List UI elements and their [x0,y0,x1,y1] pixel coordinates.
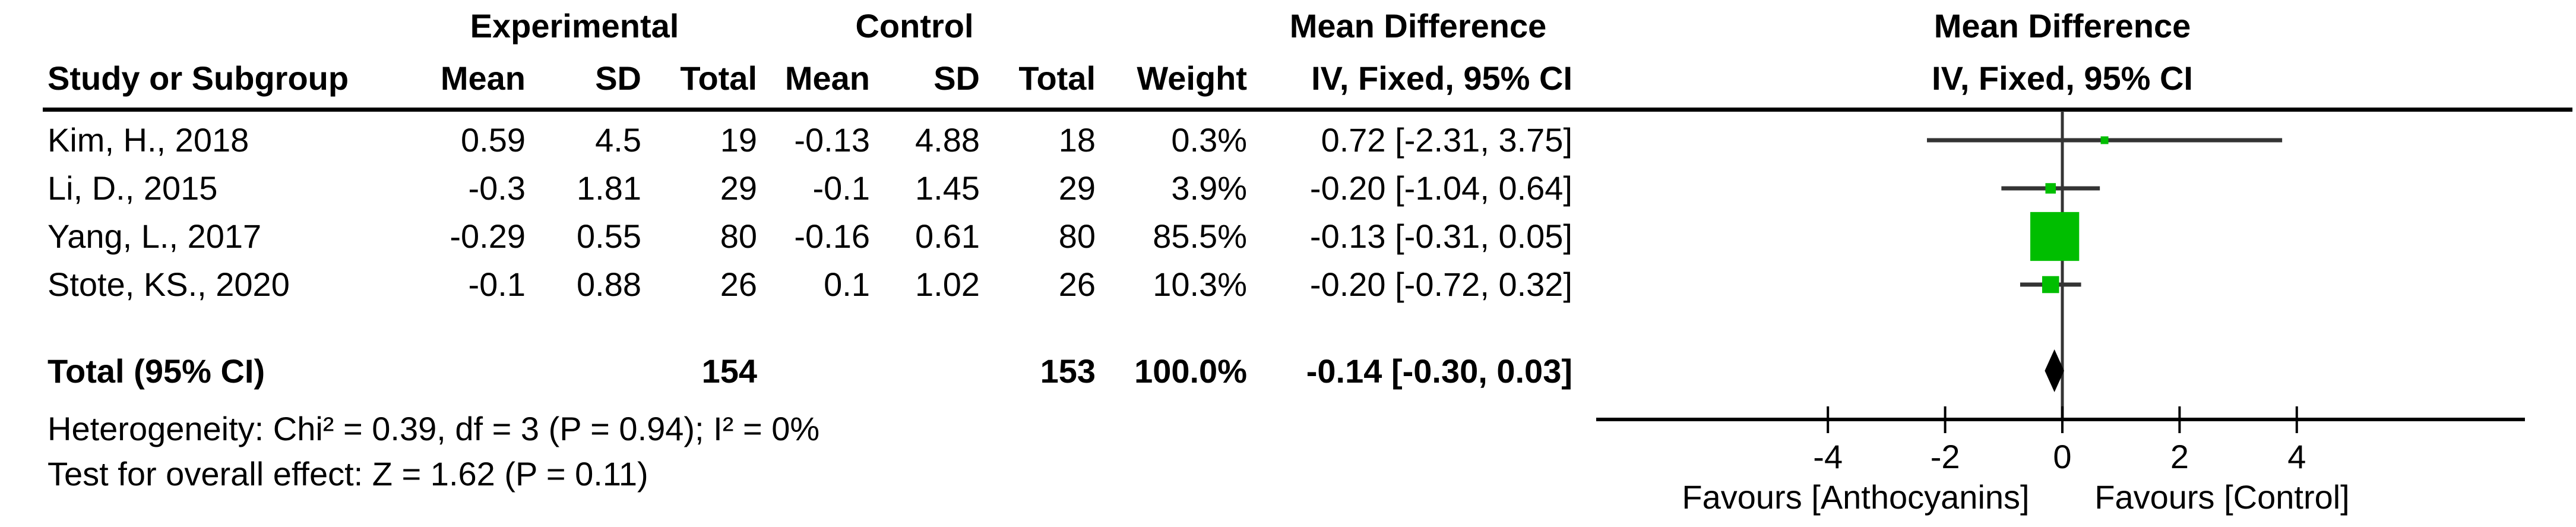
ci-column-header: IV, Fixed, 95% CI [1311,59,1572,97]
x-axis-tick-label: 0 [2053,438,2071,475]
control-total-cell: 18 [1058,121,1096,159]
experimental-total-cell: 29 [720,169,757,207]
experimental-total-cell: 19 [720,121,757,159]
total-label: Total (95% CI) [48,352,265,390]
x-axis-tick-label: -4 [1813,438,1843,475]
weight-cell: 10.3% [1153,266,1247,303]
header-separator-line [43,108,2572,112]
control-mean-header: Mean [784,59,870,97]
favours-right-label: Favours [Control] [2094,478,2350,516]
control-total-cell: 29 [1058,169,1096,207]
total-row: Total (95% CI) 154 153 100.0% -0.14 [-0.… [0,348,1603,395]
experimental-mean-cell: -0.3 [468,169,526,207]
study-name: Kim, H., 2018 [48,121,249,159]
total-weight: 100.0% [1134,352,1247,390]
plot-header-line2: IV, Fixed, 95% CI [1932,59,2193,97]
weight-cell: 85.5% [1153,217,1247,255]
control-group-header: Control [855,7,974,45]
experimental-total-cell: 80 [720,217,757,255]
control-sd-cell: 0.61 [915,217,980,255]
study-weight-marker [2042,276,2059,294]
experimental-total-cell: 26 [720,266,757,303]
heterogeneity-row: Heterogeneity: Chi² = 0.39, df = 3 (P = … [0,405,1603,453]
control-mean-cell: 0.1 [824,266,870,303]
plot-header-line1: Mean Difference [1933,7,2191,45]
overall-effect-row: Test for overall effect: Z = 1.62 (P = 0… [0,450,1603,498]
table-row: Yang, L., 2017 -0.29 0.55 80 -0.16 0.61 80 85.5… [0,213,1603,260]
heterogeneity-text: Heterogeneity: Chi² = 0.39, df = 3 (P = … [48,410,820,447]
mean-difference-group-header: Mean Difference [1289,7,1547,45]
x-axis-tick-label: -2 [1931,438,1960,475]
control-mean-cell: -0.13 [794,121,870,159]
experimental-mean-cell: -0.29 [450,217,526,255]
study-column-header: Study or Subgroup [48,59,349,97]
control-total-header: Total [1018,59,1096,97]
ci-cell: -0.20 [-0.72, 0.32] [1309,266,1572,303]
experimental-sd-cell: 0.55 [577,217,641,255]
column-header-row: Study or Subgroup Mean SD Total Mean SD … [0,55,1603,102]
study-weight-marker [2030,212,2080,261]
table-row: Kim, H., 2018 0.59 4.5 19 -0.13 4.88 18 0.3% 0.7… [0,116,1603,164]
weight-column-header: Weight [1137,59,1247,97]
experimental-total-header: Total [680,59,757,97]
experimental-sd-cell: 0.88 [577,266,641,303]
total-ci: -0.14 [-0.30, 0.03] [1306,352,1572,390]
total-experimental-n: 154 [701,352,757,390]
experimental-mean-cell: 0.59 [461,121,526,159]
study-name: Li, D., 2015 [48,169,218,207]
experimental-sd-header: SD [595,59,641,97]
experimental-group-header: Experimental [470,7,679,45]
control-sd-cell: 1.02 [915,266,980,303]
favours-left-label: Favours [Anthocyanins] [1682,478,2029,516]
control-sd-header: SD [933,59,980,97]
x-axis-tick-label: 2 [2170,438,2189,475]
control-sd-cell: 4.88 [915,121,980,159]
control-mean-cell: -0.1 [812,169,871,207]
study-weight-marker [2045,183,2056,194]
study-weight-marker [2100,136,2109,144]
x-axis-tick-label: 4 [2287,438,2306,475]
study-name: Yang, L., 2017 [48,217,262,255]
experimental-mean-cell: -0.1 [468,266,526,303]
experimental-sd-cell: 4.5 [595,121,641,159]
experimental-sd-cell: 1.81 [577,169,641,207]
table-row: Stote, KS., 2020 -0.1 0.88 26 0.1 1.02 26 10.3%… [0,261,1603,308]
table-row: Li, D., 2015 -0.3 1.81 29 -0.1 1.45 29 3.9% -0.2… [0,165,1603,212]
ci-cell: -0.13 [-0.31, 0.05] [1309,217,1572,255]
weight-cell: 3.9% [1171,169,1247,207]
control-mean-cell: -0.16 [794,217,870,255]
control-total-cell: 80 [1058,217,1096,255]
experimental-mean-header: Mean [440,59,526,97]
control-total-cell: 26 [1058,266,1096,303]
study-name: Stote, KS., 2020 [48,266,290,303]
ci-cell: -0.20 [-1.04, 0.64] [1309,169,1572,207]
weight-cell: 0.3% [1171,121,1247,159]
overall-effect-text: Test for overall effect: Z = 1.62 (P = 0… [48,455,648,493]
total-control-n: 153 [1040,352,1096,390]
group-header-row: Experimental Control Mean Difference [0,2,1603,50]
control-sd-cell: 1.45 [915,169,980,207]
forest-plot-svg: -4 -2 0 2 4 Favours [Anthocyanins] Favours [Co… [1596,111,2525,516]
ci-cell: 0.72 [-2.31, 3.75] [1321,121,1572,159]
